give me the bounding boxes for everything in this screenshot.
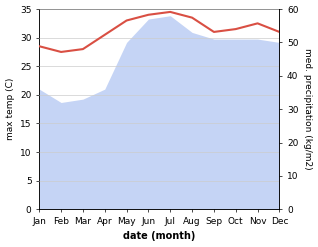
Y-axis label: med. precipitation (kg/m2): med. precipitation (kg/m2) bbox=[303, 48, 313, 170]
Y-axis label: max temp (C): max temp (C) bbox=[5, 78, 15, 140]
X-axis label: date (month): date (month) bbox=[123, 231, 196, 242]
